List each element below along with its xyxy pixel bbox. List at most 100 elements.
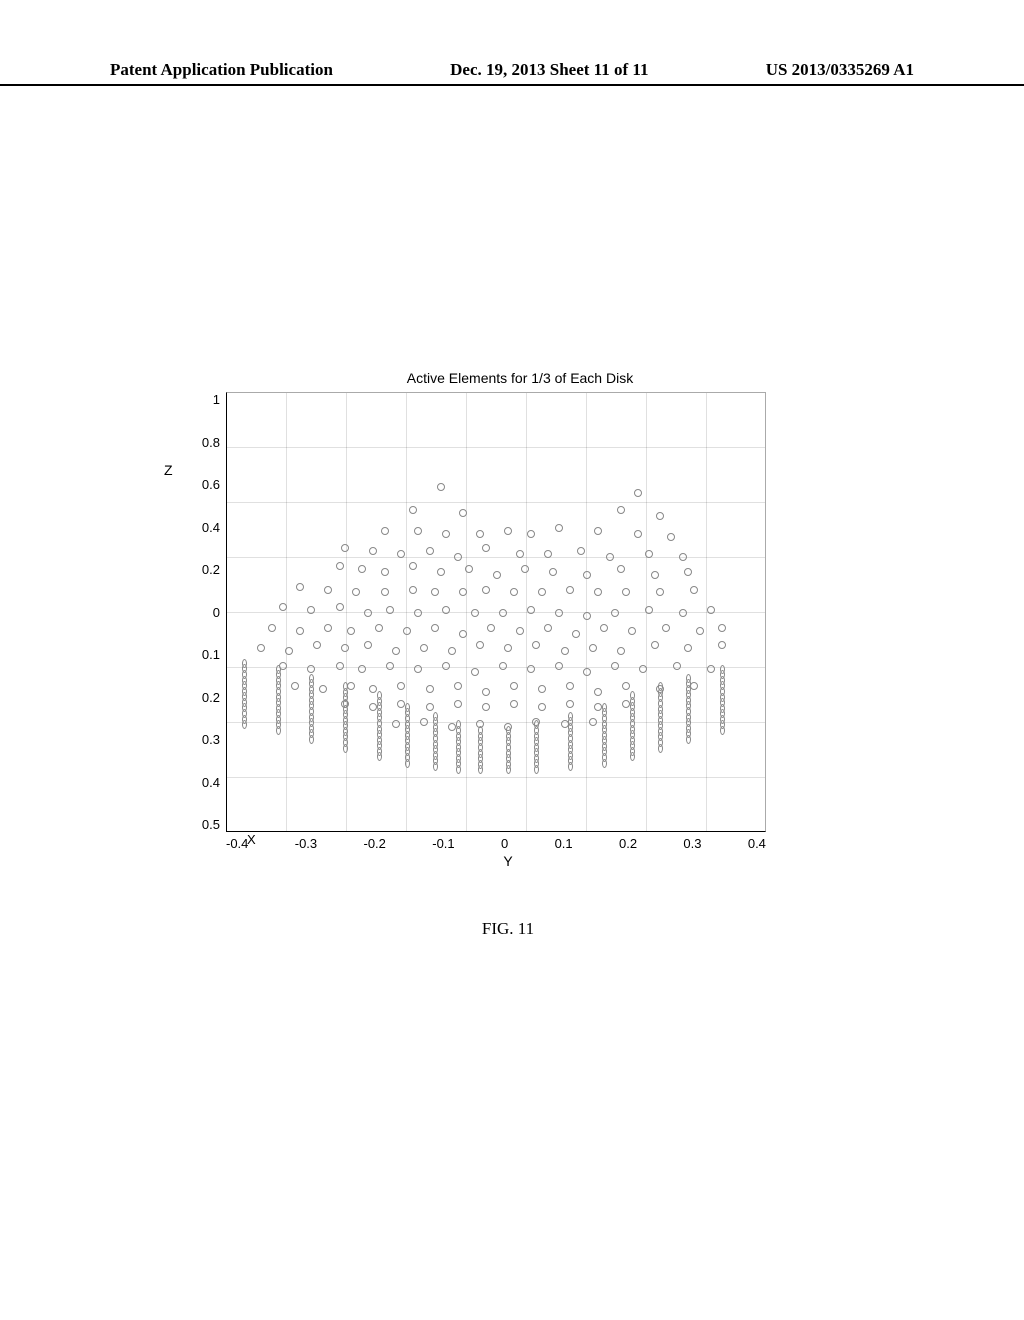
scatter-marker	[279, 603, 287, 611]
scatter-marker	[690, 586, 698, 594]
scatter-marker	[426, 685, 434, 693]
scatter-marker	[516, 627, 524, 635]
scatter-marker	[448, 647, 456, 655]
scatter-marker	[544, 624, 552, 632]
scatter-marker	[381, 588, 389, 596]
stack-marker	[686, 735, 691, 744]
header-center: Dec. 19, 2013 Sheet 11 of 11	[450, 60, 648, 80]
scatter-marker	[555, 662, 563, 670]
stack-marker	[506, 765, 511, 774]
scatter-marker	[414, 527, 422, 535]
stack-marker	[377, 752, 382, 761]
scatter-marker	[397, 682, 405, 690]
stack-marker	[534, 765, 539, 774]
z-tick-label: 0.8	[202, 435, 220, 450]
scatter-marker	[600, 624, 608, 632]
scatter-marker	[516, 550, 524, 558]
scatter-marker	[375, 624, 383, 632]
scatter-marker	[482, 703, 490, 711]
scatter-marker	[628, 627, 636, 635]
scatter-marker	[538, 703, 546, 711]
scatter-marker	[707, 665, 715, 673]
stack-marker	[720, 726, 725, 735]
scatter-marker	[358, 665, 366, 673]
scatter-marker	[673, 662, 681, 670]
scatter-marker	[634, 530, 642, 538]
scatter-marker	[324, 586, 332, 594]
scatter-marker	[307, 665, 315, 673]
scatter-marker	[465, 565, 473, 573]
z-tick-label: 0.4	[202, 520, 220, 535]
scatter-marker	[696, 627, 704, 635]
scatter-marker	[364, 609, 372, 617]
z-tick-label: 0.2	[202, 562, 220, 577]
y-axis-ticks: -0.4-0.3-0.2-0.100.10.20.30.4	[226, 836, 766, 851]
header-left: Patent Application Publication	[110, 60, 333, 80]
scatter-marker	[482, 544, 490, 552]
scatter-marker	[651, 571, 659, 579]
scatter-marker	[645, 550, 653, 558]
stack-marker	[568, 762, 573, 771]
scatter-marker	[459, 588, 467, 596]
scatter-marker	[679, 609, 687, 617]
scatter-marker	[431, 588, 439, 596]
scatter-marker	[555, 609, 563, 617]
scatter-marker	[324, 624, 332, 632]
scatter-marker	[499, 609, 507, 617]
scatter-marker	[341, 544, 349, 552]
scatter-marker	[527, 606, 535, 614]
x-axis-label: X	[247, 832, 256, 847]
z-tick-label: 0.3	[202, 732, 220, 747]
scatter-marker	[364, 641, 372, 649]
scatter-marker	[634, 489, 642, 497]
scatter-marker	[532, 641, 540, 649]
scatter-marker	[549, 568, 557, 576]
scatter-marker	[319, 685, 327, 693]
stack-marker	[433, 762, 438, 771]
z-tick-label: 0.6	[202, 477, 220, 492]
scatter-marker	[459, 630, 467, 638]
figure-container: Active Elements for 1/3 of Each Disk Z 1…	[190, 370, 790, 939]
stack-marker	[602, 759, 607, 768]
scatter-marker	[336, 562, 344, 570]
stack-marker	[456, 765, 461, 774]
scatter-marker	[442, 530, 450, 538]
scatter-marker	[667, 533, 675, 541]
scatter-marker	[594, 688, 602, 696]
scatter-marker	[392, 720, 400, 728]
scatter-marker	[307, 606, 315, 614]
scatter-marker	[392, 647, 400, 655]
scatter-marker	[414, 665, 422, 673]
scatter-marker	[431, 624, 439, 632]
scatter-marker	[352, 588, 360, 596]
stack-marker	[343, 744, 348, 753]
z-tick-label: 0.5	[202, 817, 220, 832]
stack-marker	[478, 765, 483, 774]
scatter-marker	[611, 609, 619, 617]
scatter-marker	[679, 553, 687, 561]
scatter-marker	[527, 530, 535, 538]
scatter-marker	[426, 547, 434, 555]
scatter-marker	[296, 627, 304, 635]
scatter-marker	[296, 583, 304, 591]
scatter-marker	[527, 665, 535, 673]
scatter-marker	[510, 588, 518, 596]
y-tick-label: 0.2	[619, 836, 637, 851]
scatter-marker	[420, 644, 428, 652]
stack-marker	[309, 735, 314, 744]
scatter-marker	[521, 565, 529, 573]
y-tick-label: 0.1	[555, 836, 573, 851]
y-tick-label: 0.3	[683, 836, 701, 851]
scatter-marker	[577, 547, 585, 555]
figure-caption: FIG. 11	[226, 919, 790, 939]
stack-marker	[405, 759, 410, 768]
chart-wrap: Z 10.80.60.40.200.10.20.30.40.5 X	[190, 392, 790, 832]
scatter-marker	[437, 568, 445, 576]
scatter-marker	[386, 606, 394, 614]
scatter-marker	[482, 688, 490, 696]
scatter-marker	[662, 624, 670, 632]
scatter-marker	[639, 665, 647, 673]
scatter-marker	[442, 662, 450, 670]
y-axis-label: Y	[226, 853, 790, 869]
scatter-marker	[358, 565, 366, 573]
